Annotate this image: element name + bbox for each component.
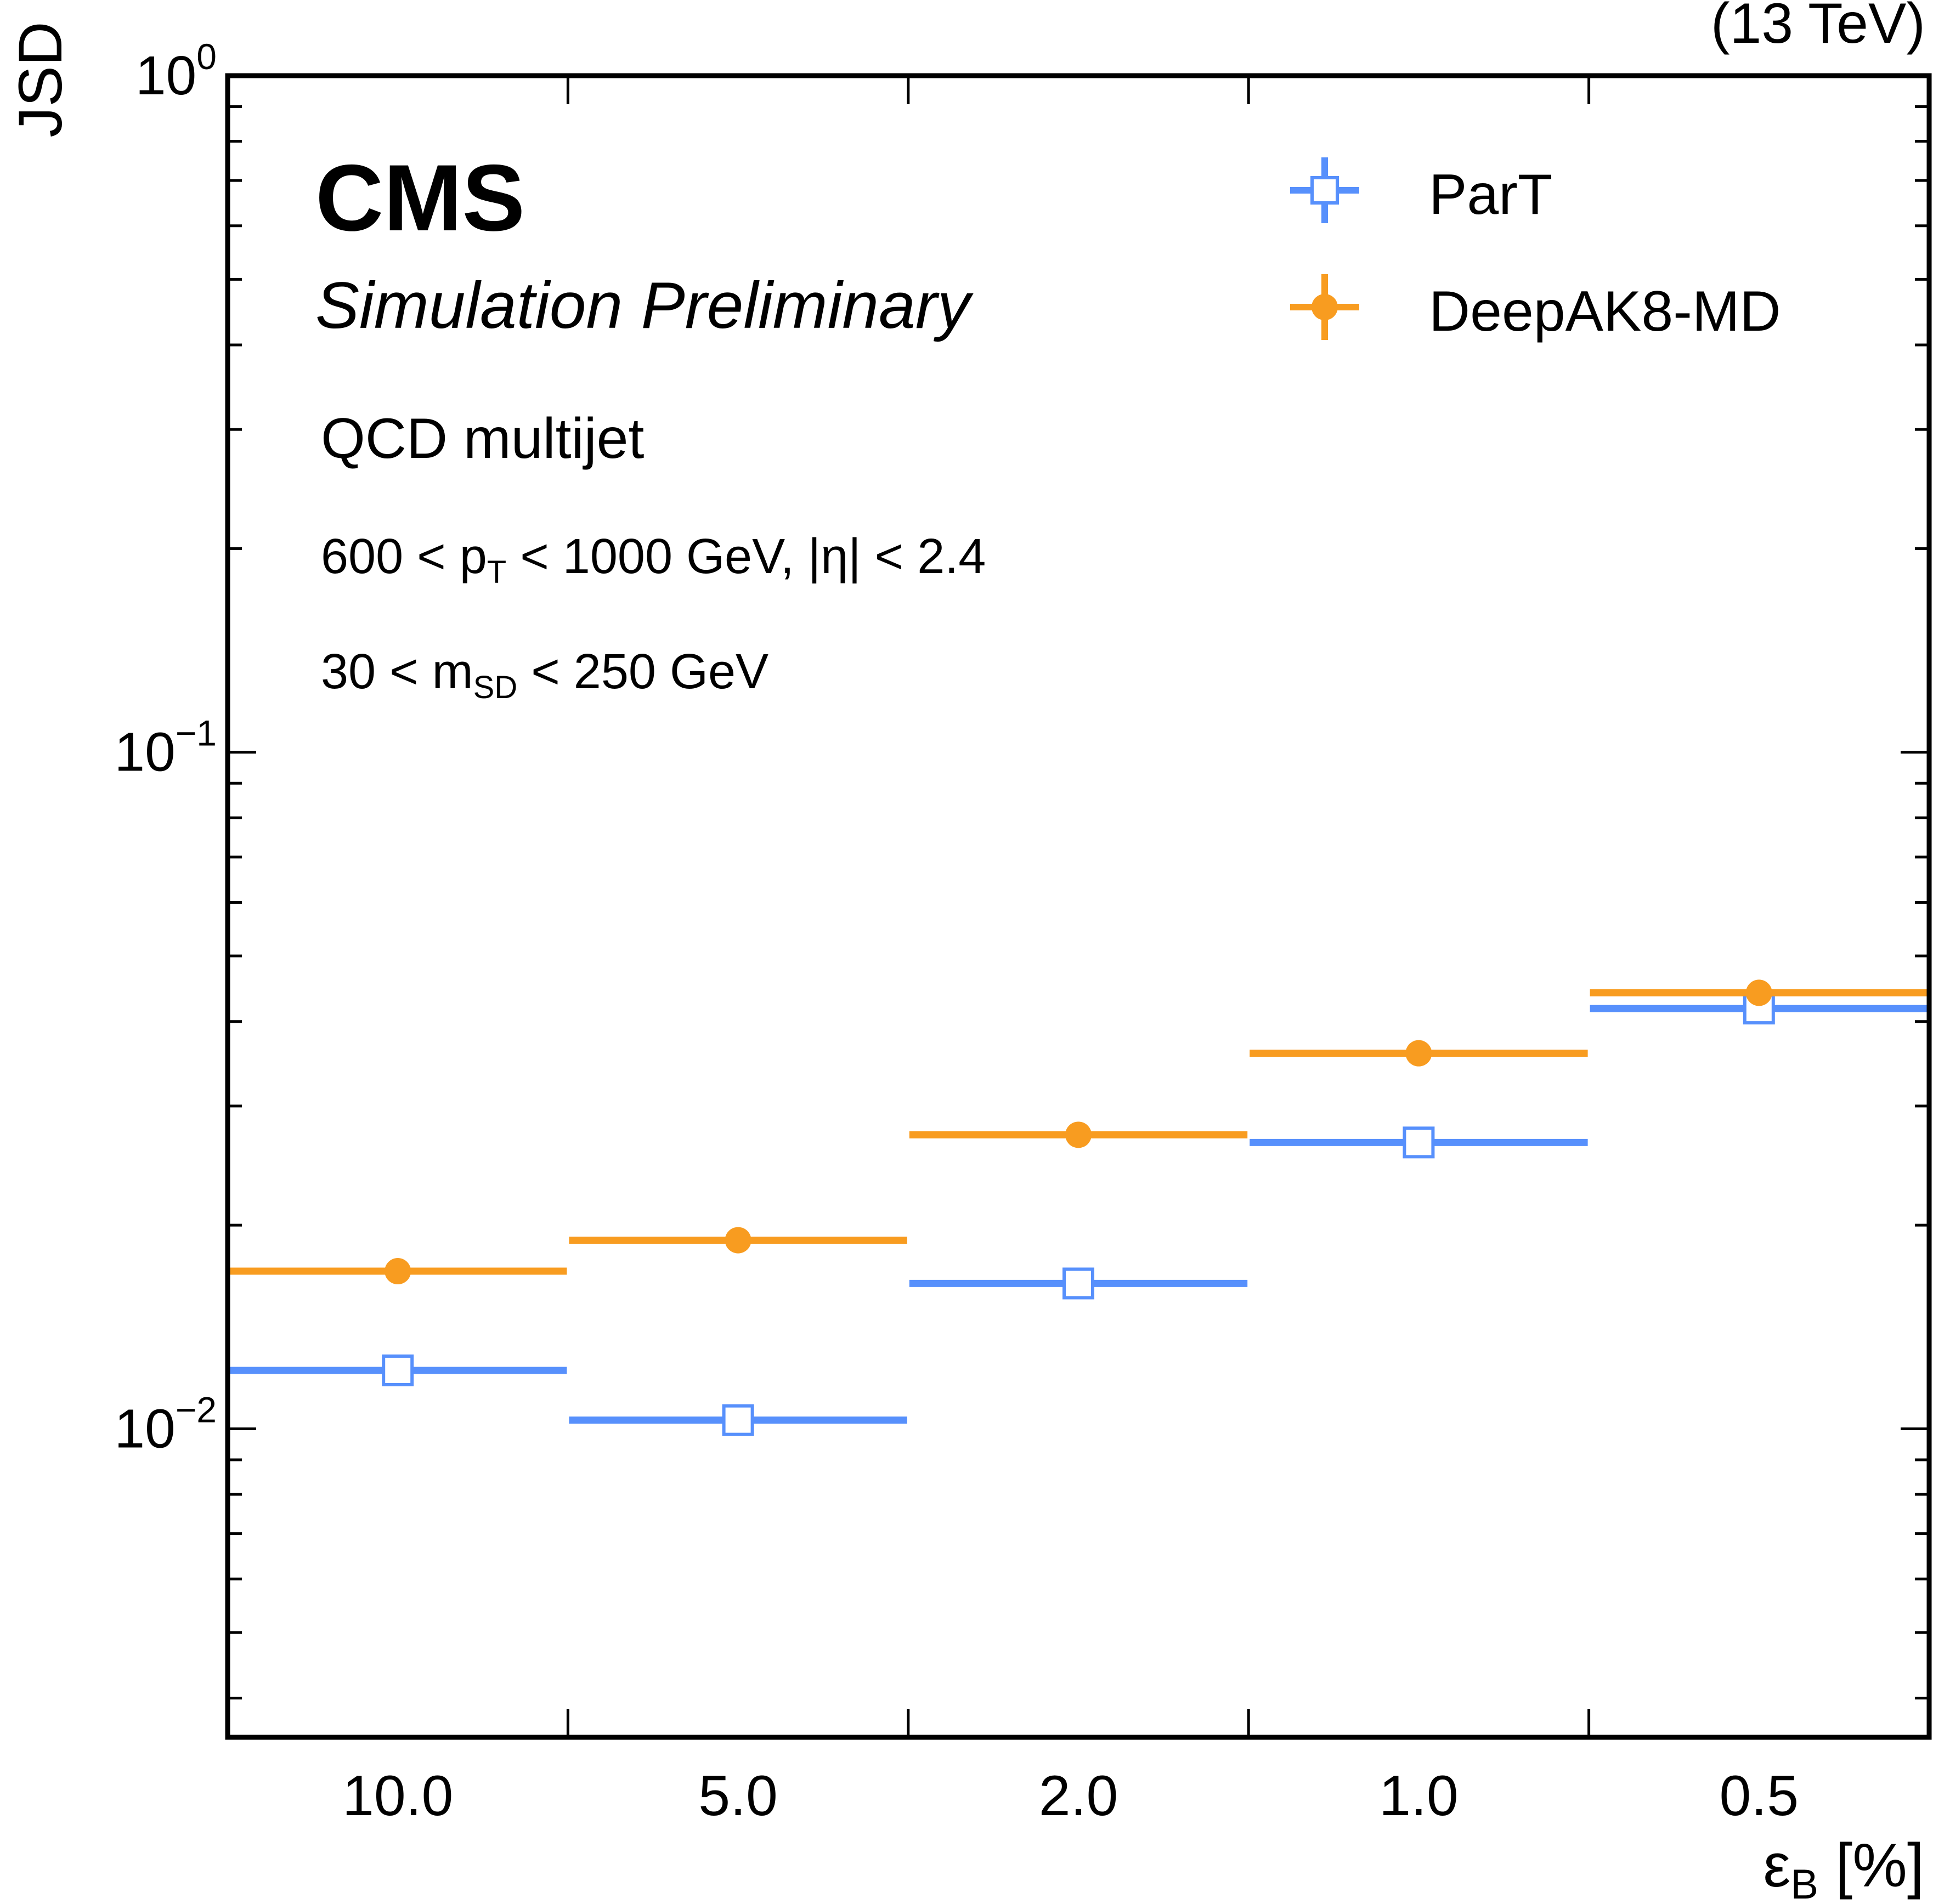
legend-part-marker-square	[1310, 176, 1339, 205]
mass-cut-label: 30 < mSD < 250 GeV	[321, 644, 768, 705]
series-deepak8-md-point	[1065, 1121, 1092, 1148]
y-tick-label: 100	[135, 36, 217, 106]
status-label: Simulation Preliminary	[315, 269, 974, 342]
series-deepak8-md-point	[1745, 979, 1772, 1006]
legend-item-part: ParT	[1290, 157, 1552, 226]
y-tick-label: 10−2	[115, 1389, 217, 1459]
series-deepak8-md-point	[385, 1258, 411, 1285]
x-tick-label: 10.0	[342, 1764, 453, 1828]
legend: ParT DeepAK8-MD	[1290, 157, 1781, 343]
x-axis-label: εB [%]	[1763, 1831, 1924, 1904]
x-tick-label: 2.0	[1039, 1764, 1118, 1828]
x-tick-label: 0.5	[1720, 1764, 1799, 1828]
y-tick-label: 10−1	[115, 713, 217, 783]
pt-cut-label: 600 < pT < 1000 GeV, |η| < 2.4	[321, 529, 986, 590]
y-axis-label: JSD	[6, 21, 75, 138]
experiment-label: CMS	[315, 145, 525, 251]
legend-part-label: ParT	[1429, 163, 1552, 226]
sample-label: QCD multijet	[321, 407, 645, 471]
energy-label: (13 TeV)	[1711, 0, 1925, 55]
series-part-point	[382, 1354, 414, 1386]
legend-deepak8-label: DeepAK8-MD	[1429, 280, 1781, 343]
legend-deepak8-marker-circle	[1312, 294, 1338, 320]
legend-item-deepak8: DeepAK8-MD	[1290, 274, 1781, 343]
plot-frame	[225, 73, 1932, 1740]
series-deepak8-md-point	[725, 1227, 751, 1254]
x-tick-label: 1.0	[1379, 1764, 1459, 1828]
series-deepak8-md-point	[1405, 1040, 1432, 1067]
series-part-point	[1403, 1126, 1435, 1159]
x-tick-label: 5.0	[698, 1764, 778, 1828]
series-part-point	[1062, 1267, 1094, 1300]
series-part-point	[722, 1404, 754, 1436]
